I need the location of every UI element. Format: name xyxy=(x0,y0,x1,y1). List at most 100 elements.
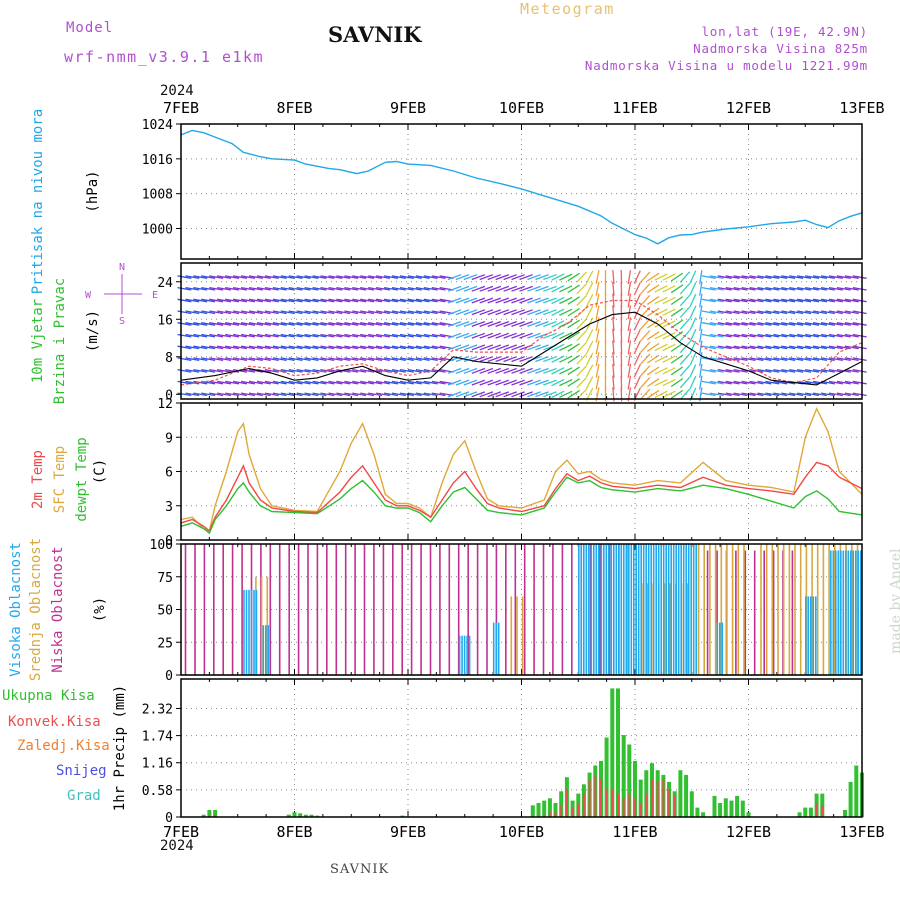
wind-barb xyxy=(487,309,502,316)
wind-barb xyxy=(828,345,843,350)
precip-total-bar xyxy=(298,813,303,817)
wind-barb xyxy=(717,392,732,397)
wind-barb xyxy=(503,391,517,398)
wind-barb xyxy=(232,357,248,362)
y-tick-label: 50 xyxy=(157,604,173,619)
wind-barb xyxy=(375,298,391,303)
wind-barb xyxy=(567,284,580,294)
wind-barb xyxy=(423,345,438,350)
x-tick-label-top: 7FEB xyxy=(163,99,199,117)
wind-barb xyxy=(463,320,478,328)
wind-barb xyxy=(535,367,549,374)
wind-barb xyxy=(781,392,796,397)
precip-total-bar xyxy=(735,795,740,817)
legend-conv: Konvek.Kisa xyxy=(8,714,101,730)
wind-barb xyxy=(535,274,549,281)
wind-barb xyxy=(177,286,192,291)
wind-barb xyxy=(717,275,732,279)
wind-barb xyxy=(612,328,615,343)
wind-barb xyxy=(535,320,549,328)
wind-barb xyxy=(415,357,430,362)
wind-barb xyxy=(812,310,828,315)
wind-barb xyxy=(543,297,557,304)
wind-barb xyxy=(225,286,240,291)
wind-barb xyxy=(487,367,502,374)
wind-barb xyxy=(217,345,232,350)
temp-sfc-line xyxy=(180,406,863,532)
wind-barb xyxy=(495,274,510,281)
wind-barb xyxy=(725,392,740,397)
wind-barb xyxy=(773,333,788,338)
wind-barb xyxy=(781,345,796,350)
wind-barb xyxy=(527,309,541,316)
wind-barb xyxy=(336,345,351,350)
wind-barb xyxy=(487,344,502,351)
wind-barb xyxy=(256,345,271,350)
wind-barb xyxy=(765,298,780,303)
temp-ylabel-1: 2m Temp xyxy=(30,450,46,509)
wind-barb xyxy=(360,333,375,338)
wind-barb xyxy=(487,320,502,328)
wind-barb xyxy=(328,357,343,362)
wind-barb xyxy=(717,380,732,385)
wind-barb xyxy=(820,298,835,303)
wind-barb xyxy=(797,275,812,279)
wind-barb xyxy=(375,368,391,373)
wind-barb xyxy=(699,340,703,355)
wind-barb xyxy=(805,392,820,397)
wind-barb xyxy=(193,380,208,385)
wind-barb xyxy=(264,322,279,326)
wind-barb xyxy=(503,356,517,363)
wind-barb xyxy=(699,293,703,308)
wind-barb xyxy=(535,297,549,304)
wind-speed-line xyxy=(180,311,863,386)
wind-barb xyxy=(709,298,724,303)
wind-barb xyxy=(288,310,303,315)
wind-barb xyxy=(844,333,859,338)
wind-barb xyxy=(383,357,399,362)
wind-barb xyxy=(527,320,541,328)
wind-barb xyxy=(654,355,668,363)
precip-total-bar xyxy=(803,807,808,817)
wind-barb xyxy=(177,298,192,303)
wind-barb xyxy=(679,388,691,400)
wind-barb xyxy=(844,357,859,362)
wind-barb xyxy=(248,345,263,350)
wind-barb xyxy=(701,345,716,350)
wind-barb xyxy=(360,310,375,315)
wind-barb xyxy=(503,285,517,292)
wind-barb xyxy=(551,355,565,363)
precip-total-bar xyxy=(701,812,706,817)
wind-barb xyxy=(201,298,216,303)
precip-total-bar xyxy=(553,803,558,817)
wind-barb xyxy=(567,343,580,352)
wind-barb xyxy=(852,286,867,291)
wind-barb xyxy=(527,285,541,292)
wind-barb xyxy=(185,345,200,350)
x-tick-label-top: 13FEB xyxy=(839,99,884,117)
wind-barb xyxy=(797,322,812,326)
wind-barb xyxy=(391,392,406,397)
wind-barb xyxy=(320,380,335,385)
wind-barb xyxy=(288,380,303,385)
precip-total-bar xyxy=(213,810,218,817)
wind-barb xyxy=(193,368,208,373)
wind-barb xyxy=(567,319,580,329)
wind-barb xyxy=(503,274,517,281)
wind-barb xyxy=(217,298,232,303)
wind-barb xyxy=(177,333,192,338)
wind-barb xyxy=(232,392,248,397)
wind-barb xyxy=(368,392,383,397)
wind-barb xyxy=(679,294,691,307)
wind-barb xyxy=(463,309,478,316)
wind-barb xyxy=(585,270,594,284)
wind-barb xyxy=(240,310,256,315)
wind-barb xyxy=(670,331,684,341)
wind-barb xyxy=(757,333,772,338)
wind-barb xyxy=(551,273,565,281)
wind-barb xyxy=(447,367,462,374)
wind-barb xyxy=(352,345,367,350)
wind-barb xyxy=(447,274,462,281)
wind-barb xyxy=(217,357,232,362)
wind-barb xyxy=(360,392,375,397)
